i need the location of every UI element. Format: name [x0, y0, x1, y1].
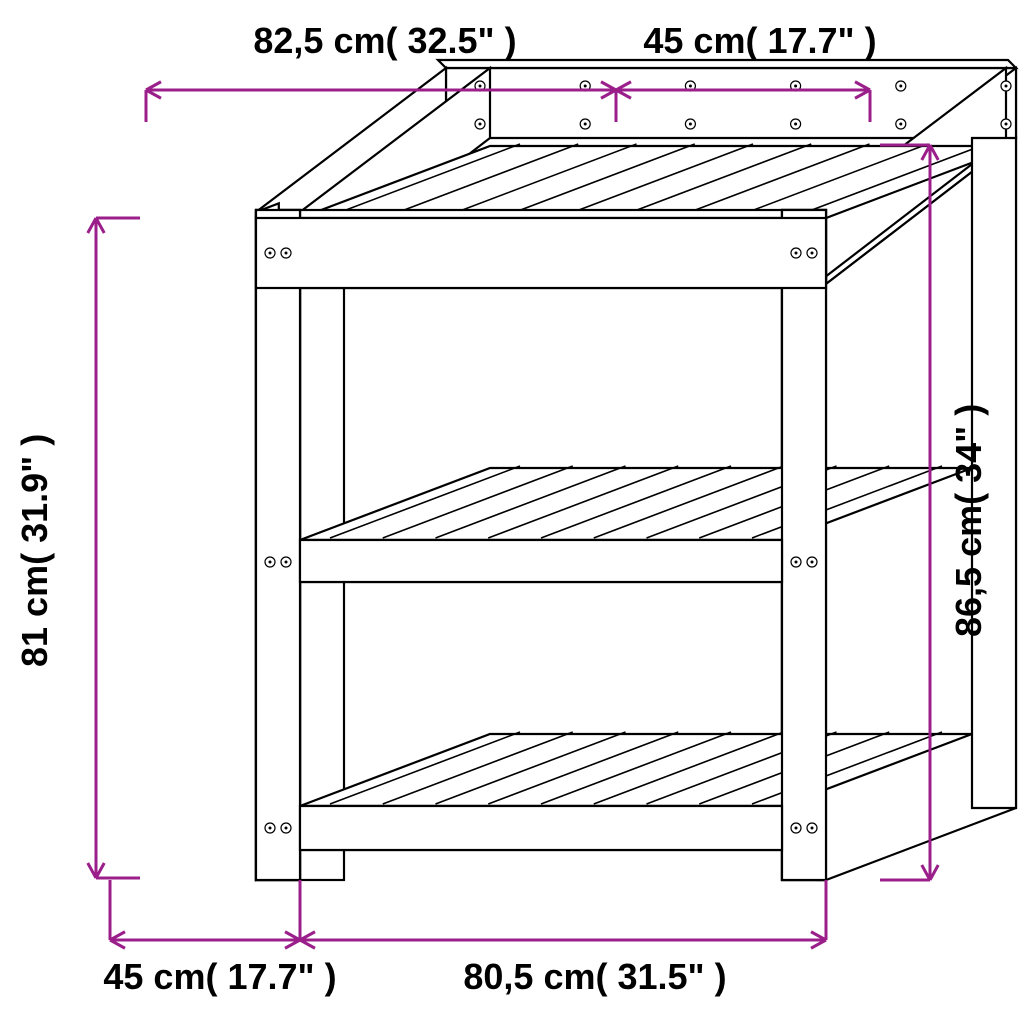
- dim-top-width: 82,5 cm( 32.5" ): [160, 20, 610, 62]
- dim-right-height: 86,5 cm( 34" ): [948, 260, 990, 780]
- product-line-drawing: [256, 60, 1016, 880]
- dim-bottom-width: 80,5 cm( 31.5" ): [370, 956, 820, 998]
- dim-left-height: 81 cm( 31.9" ): [14, 300, 56, 800]
- dim-top-depth: 45 cm( 17.7" ): [600, 20, 920, 62]
- dim-bottom-depth: 45 cm( 17.7" ): [60, 956, 380, 998]
